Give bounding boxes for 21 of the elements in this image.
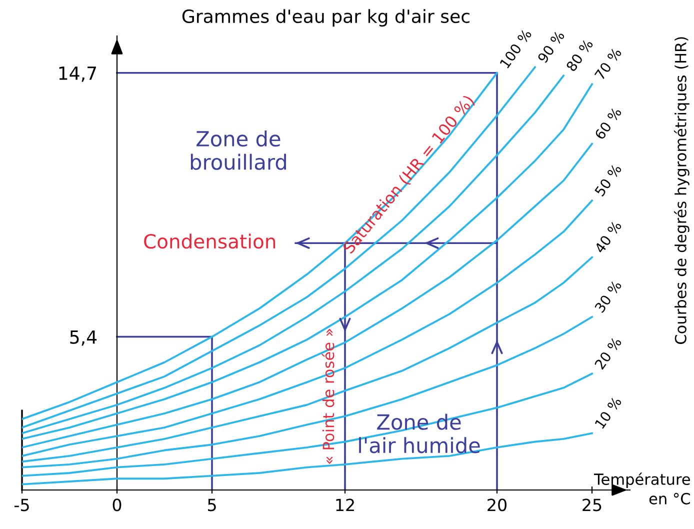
x-tick-label: 5 [208, 498, 216, 512]
x-tick-label: 20 [488, 498, 506, 512]
text: 60 % [594, 106, 622, 140]
x-tick-label: -5 [14, 498, 29, 512]
y-axis-title: Grammes d'eau par kg d'air sec [182, 9, 470, 27]
text: 90 % [537, 30, 565, 64]
x-tick-label: 12 [336, 498, 354, 511]
x-tick-label: 0 [112, 498, 122, 512]
text: 40 % [594, 220, 622, 254]
annotation: Zone de brouillard [190, 130, 286, 170]
text: 10 % [594, 396, 622, 430]
text: 20 % [594, 336, 622, 370]
y-tick-label: 14,7 [59, 66, 96, 82]
annotation: « Point de rosée » [322, 328, 334, 464]
text: 70 % [594, 47, 622, 80]
text: 50 % [594, 163, 622, 197]
y2-axis-title: Courbes de degrés hygrométriques (HR) [674, 37, 690, 344]
text: 80 % [566, 38, 594, 72]
annotation: Condensation [144, 234, 276, 249]
y-tick-label: 5,4 [70, 330, 97, 346]
text: 30 % [594, 280, 622, 314]
